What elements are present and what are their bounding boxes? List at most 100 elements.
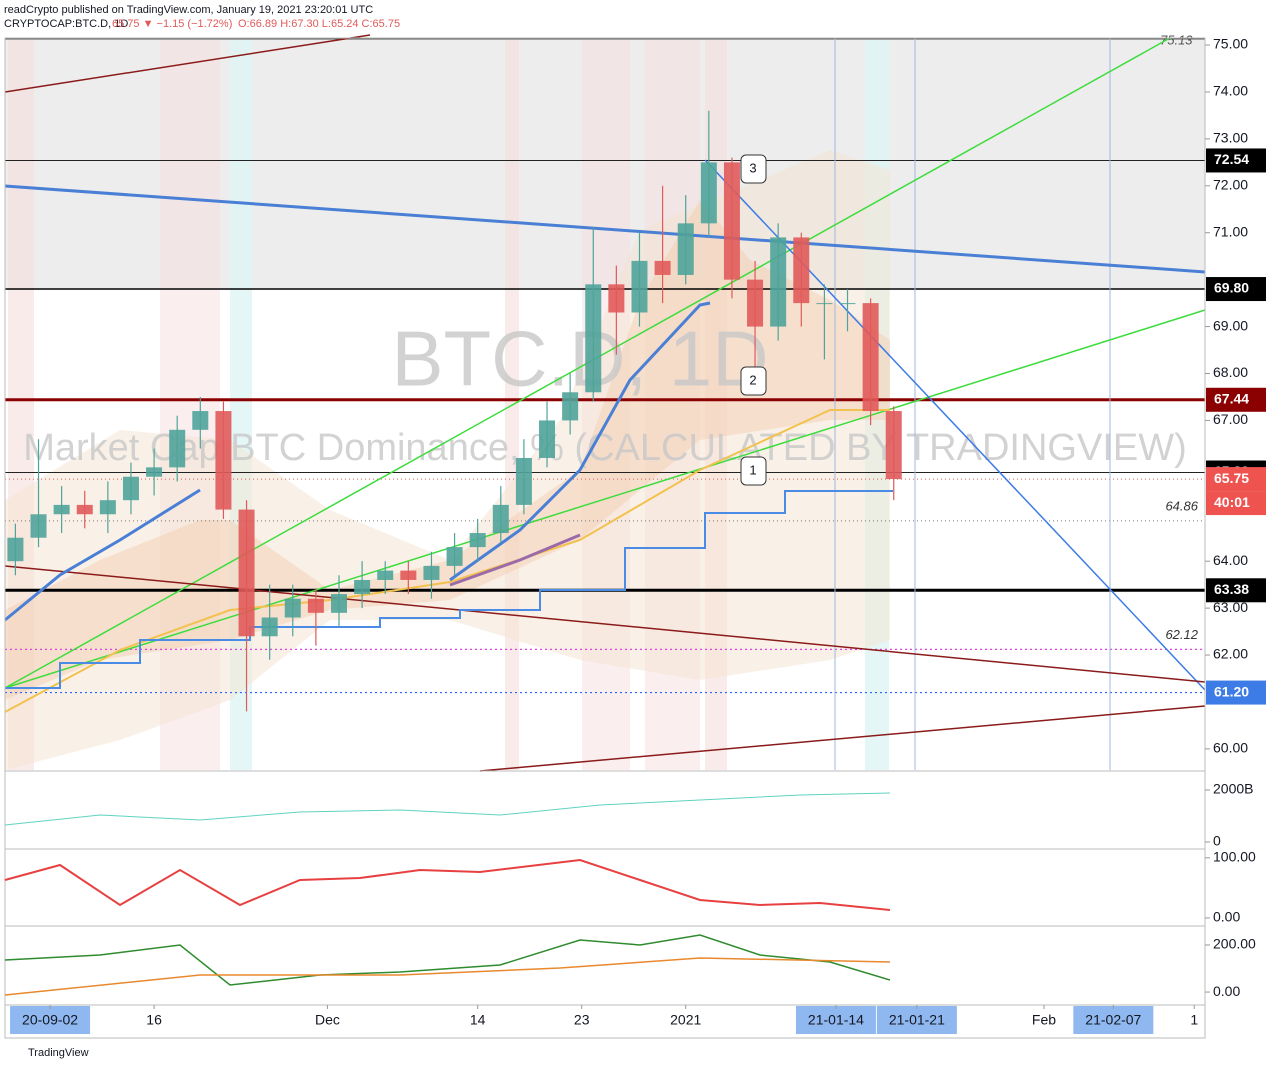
footer-brand: TradingView <box>28 1047 89 1059</box>
pane-tick-label: 0.00 <box>1213 983 1240 999</box>
candle-body <box>169 429 186 468</box>
candle-body <box>700 162 717 224</box>
candle-body <box>631 260 648 313</box>
candle-body <box>770 237 787 327</box>
y-tick-label: 60.00 <box>1213 740 1248 756</box>
candle-body <box>885 411 902 480</box>
candle-body <box>7 537 24 562</box>
countdown: 40:01 <box>1214 494 1250 510</box>
y-tick-label: 68.00 <box>1213 364 1248 380</box>
candle-body <box>723 162 740 280</box>
level-label: 72.54 <box>1214 151 1249 167</box>
x-tick-label: 16 <box>146 1012 162 1028</box>
candle-body <box>30 514 47 538</box>
y-tick-label: 73.00 <box>1213 130 1248 146</box>
candles <box>7 110 902 712</box>
y-tick-label: 72.00 <box>1213 177 1248 193</box>
candle-body <box>192 411 209 430</box>
candle-body <box>654 260 671 275</box>
level-label: 69.80 <box>1214 280 1249 296</box>
candle-body <box>469 533 486 548</box>
x-tick-box <box>795 1006 876 1034</box>
x-tick-label: 14 <box>470 1012 486 1028</box>
candle-body <box>423 565 440 580</box>
level-box <box>1206 467 1266 492</box>
annotation: 2 <box>749 372 756 387</box>
background <box>5 38 1205 770</box>
level-box <box>1206 680 1266 705</box>
level-label: 64.86 <box>1165 498 1198 513</box>
y-tick-label: 71.00 <box>1213 223 1248 239</box>
candle-body <box>215 411 232 510</box>
y-tick-label: 63.00 <box>1213 599 1248 615</box>
y-tick-label: 75.00 <box>1213 36 1248 52</box>
candle-body <box>330 594 347 613</box>
symbol: CRYPTOCAP:BTC.D, 1D <box>4 18 128 30</box>
pane-decor <box>4 792 891 996</box>
drawings <box>4 34 1206 772</box>
x-tick-label: 20-09-02 <box>22 1012 78 1028</box>
pane-frames <box>4 37 1206 1039</box>
candle-body <box>839 303 856 305</box>
level-box <box>1206 277 1266 302</box>
pane-tick-label: 100.00 <box>1213 849 1256 865</box>
candle-body <box>307 598 324 613</box>
x-tick-label: 21-01-21 <box>889 1012 945 1028</box>
ohlc: O:66.89 H:67.30 L:65.24 C:65.75 <box>238 18 400 30</box>
x-tick-label: 21-02-07 <box>1085 1012 1141 1028</box>
candle-body <box>747 279 764 327</box>
candle-body <box>122 476 139 501</box>
candle-body <box>492 504 509 534</box>
annotation: 1 <box>749 462 756 477</box>
y-tick-label: 67.00 <box>1213 411 1248 427</box>
annotation: 3 <box>749 160 756 175</box>
pane-tick-label: 0.00 <box>1213 909 1240 925</box>
level-label: 61.20 <box>1214 683 1249 699</box>
candle-body <box>862 303 879 412</box>
candle-body <box>677 223 694 275</box>
candle-body <box>238 509 255 637</box>
countdown-box <box>1206 491 1266 516</box>
last-price: 65.75 ▼ −1.15 (−1.72%) <box>112 18 232 30</box>
candle-body <box>515 457 532 505</box>
x-tick-label: 21-01-14 <box>808 1012 864 1028</box>
level-label: 63.38 <box>1214 581 1249 597</box>
callouts <box>740 154 767 486</box>
level-box <box>1206 578 1266 603</box>
levels: 75.1372.5469.8067.4465.8965.7540:0164.86… <box>5 32 1266 705</box>
y-tick-label: 69.00 <box>1213 317 1248 333</box>
x-tick-label: Dec <box>315 1012 340 1028</box>
candle-body <box>146 467 163 477</box>
level-label: 65.75 <box>1214 470 1249 486</box>
x-tick-box <box>1073 1006 1154 1034</box>
candle-body <box>284 598 301 618</box>
level-label: 62.12 <box>1165 627 1198 642</box>
author-line: readCrypto published on TradingView.com,… <box>4 4 373 16</box>
x-tick-box <box>10 1006 91 1034</box>
candle-body <box>446 547 463 566</box>
pane-tick-label: 2000B <box>1213 781 1253 797</box>
x-tick-label: 23 <box>574 1012 590 1028</box>
candle-body <box>585 284 602 393</box>
level-label: 67.44 <box>1214 390 1249 406</box>
candle-body <box>76 504 93 515</box>
candle-body <box>793 237 810 304</box>
x-tick-label: 1 <box>1190 1012 1198 1028</box>
candle-body <box>539 420 556 458</box>
candle-body <box>816 303 833 305</box>
watermark-subtitle: Market Cap BTC Dominance, % (CALCULATED … <box>23 427 1187 469</box>
x-tick-box <box>876 1006 957 1034</box>
level-label: 75.13 <box>1160 32 1193 47</box>
candle-body <box>99 500 116 515</box>
y-tick-label: 62.00 <box>1213 646 1248 662</box>
y-tick-label: 74.00 <box>1213 83 1248 99</box>
candle-body <box>53 504 70 515</box>
level-box <box>1206 387 1266 412</box>
level-box <box>1206 148 1266 173</box>
y-tick-label: 64.00 <box>1213 552 1248 568</box>
candle-body <box>261 617 278 637</box>
candle-body <box>608 284 625 313</box>
pane-tick-label: 0 <box>1213 833 1221 849</box>
